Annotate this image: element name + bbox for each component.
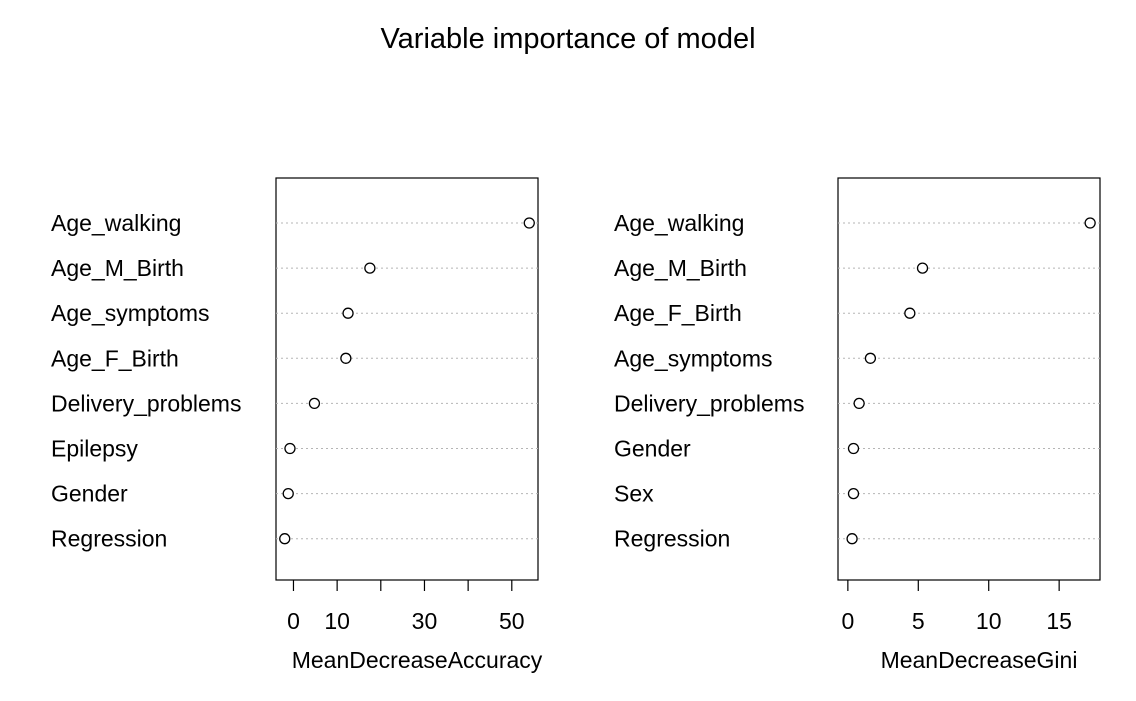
category-label: Age_symptoms [614, 345, 773, 371]
data-point [282, 487, 294, 500]
category-label: Age_F_Birth [614, 300, 742, 326]
x-tick-label: 0 [841, 608, 854, 634]
data-point [853, 397, 865, 410]
x-tick-label: 10 [976, 608, 1002, 634]
category-label: Regression [51, 526, 167, 552]
data-point [340, 352, 352, 364]
data-point [364, 262, 376, 274]
data-point [847, 487, 860, 500]
data-point [1084, 217, 1096, 229]
panel-mean-decrease-accuracy: Age_walking Age_M_Birth Age_symptoms Age_F_… [51, 177, 543, 673]
category-label: Gender [614, 436, 691, 462]
panel-mean-decrease-gini: Age_walking Age_M_Birth Age_F_Birth Age_sym… [614, 177, 1101, 673]
category-label: Age_walking [51, 210, 181, 236]
category-label: Delivery_problems [51, 390, 241, 416]
category-label: Age_M_Birth [614, 255, 747, 281]
x-tick-label: 0 [287, 608, 300, 634]
data-point [284, 442, 296, 455]
x-axis-label: MeanDecreaseAccuracy [292, 647, 543, 673]
x-tick-label: 10 [324, 608, 350, 634]
category-label: Epilepsy [51, 436, 138, 462]
category-label: Delivery_problems [614, 390, 804, 416]
data-point [308, 397, 321, 410]
data-point [523, 217, 535, 229]
x-tick-label: 30 [412, 608, 438, 634]
plot-frame [837, 177, 1101, 581]
category-label: Age_F_Birth [51, 345, 179, 371]
category-label: Age_walking [614, 210, 744, 236]
data-point [846, 533, 858, 545]
data-point [279, 533, 291, 545]
chart-title: Variable importance of model [380, 23, 755, 55]
category-label: Sex [614, 481, 654, 507]
data-point [847, 442, 860, 455]
x-tick-label: 50 [499, 608, 525, 634]
x-axis-label: MeanDecreaseGini [881, 647, 1078, 673]
category-label: Regression [614, 526, 730, 552]
x-tick-label: 5 [912, 608, 925, 634]
data-point [864, 352, 877, 364]
data-point [342, 307, 354, 319]
plot-frame [275, 177, 539, 581]
data-point [916, 262, 929, 274]
category-label: Gender [51, 481, 128, 507]
data-point [904, 307, 916, 319]
category-label: Age_symptoms [51, 300, 210, 326]
category-label: Age_M_Birth [51, 255, 184, 281]
x-tick-label: 15 [1046, 608, 1072, 634]
